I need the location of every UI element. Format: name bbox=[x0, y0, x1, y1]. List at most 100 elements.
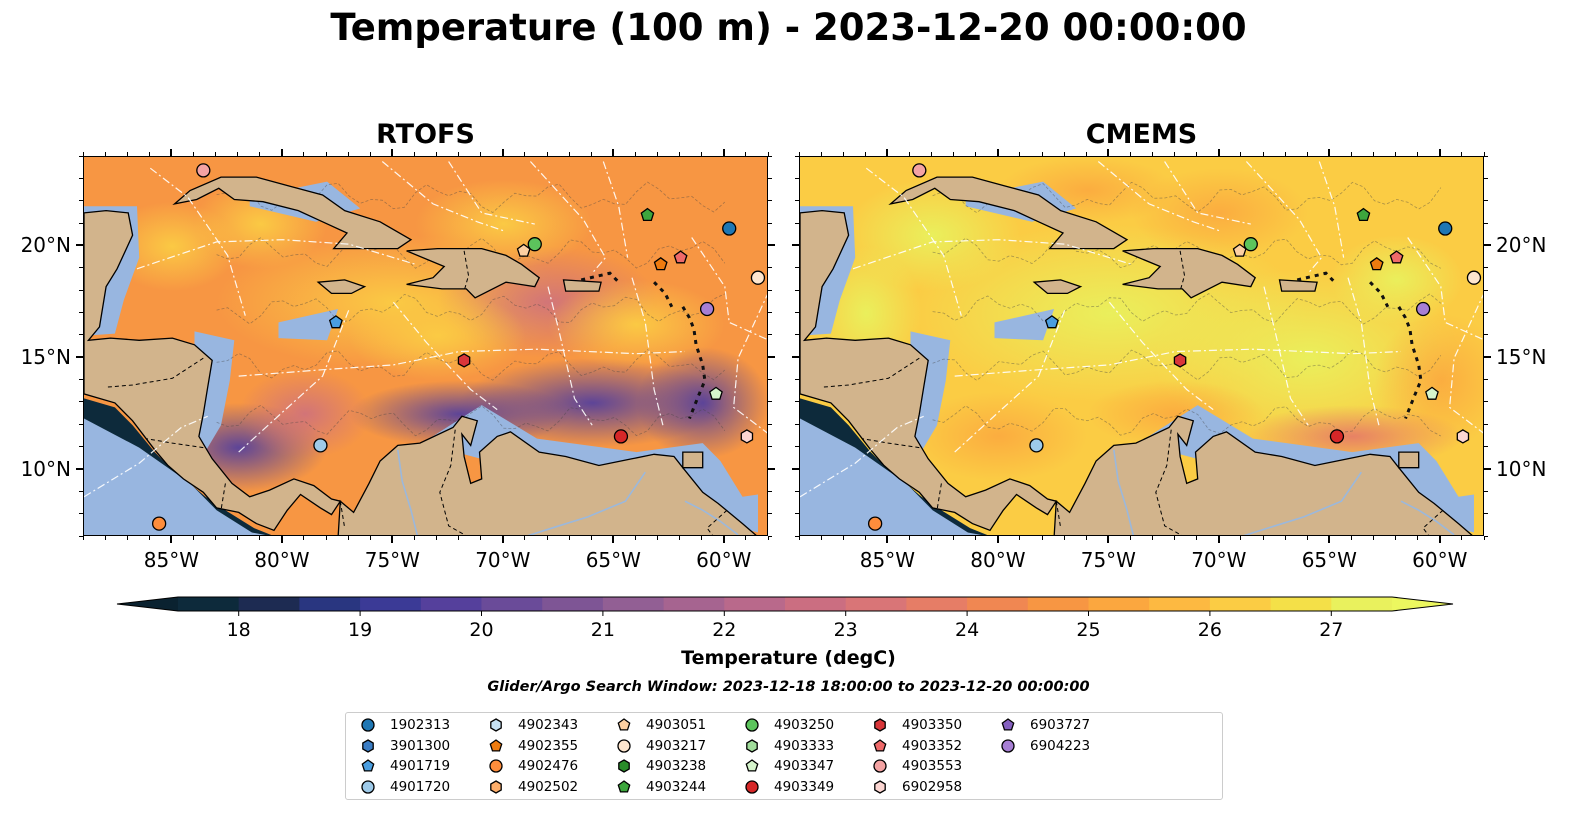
circle-marker-icon bbox=[489, 759, 503, 773]
float-marker-1902313[interactable] bbox=[722, 221, 737, 236]
float-marker-4901719[interactable] bbox=[328, 315, 343, 329]
float-marker-6904223[interactable] bbox=[1415, 301, 1431, 317]
float-marker-6902958[interactable] bbox=[1456, 429, 1470, 444]
legend-label: 4902476 bbox=[518, 758, 579, 774]
major-tick bbox=[768, 356, 775, 359]
float-marker-4903352[interactable] bbox=[1389, 250, 1404, 264]
major-tick bbox=[722, 149, 725, 156]
float-marker-4901720[interactable] bbox=[1029, 438, 1044, 453]
lon-tick-label: 70°W bbox=[1191, 548, 1247, 572]
colorbar-bin bbox=[299, 597, 361, 611]
cmems-map-canvas bbox=[800, 157, 1483, 535]
minor-tick bbox=[657, 536, 659, 540]
major-tick bbox=[76, 467, 83, 470]
float-marker-4903553[interactable] bbox=[912, 163, 927, 178]
colorbar-extend-low bbox=[117, 597, 178, 611]
minor-tick bbox=[215, 152, 217, 156]
cmems-map[interactable] bbox=[799, 156, 1484, 536]
float-marker-4903350[interactable] bbox=[1173, 353, 1187, 368]
colorbar-tick-label: 25 bbox=[1076, 619, 1101, 641]
major-tick bbox=[1438, 536, 1441, 543]
major-tick bbox=[1484, 467, 1491, 470]
legend-item-4903347: 4903347 bbox=[742, 756, 834, 776]
float-marker-4903244[interactable] bbox=[640, 207, 655, 222]
minor-tick bbox=[1129, 152, 1131, 156]
minor-tick bbox=[79, 289, 83, 291]
legend-item-4903238: 4903238 bbox=[614, 756, 706, 776]
legend-label: 4903250 bbox=[774, 717, 835, 733]
pentagon-marker-icon bbox=[617, 718, 631, 731]
minor-tick bbox=[768, 334, 772, 336]
float-marker-4903244[interactable] bbox=[1356, 207, 1371, 222]
minor-tick bbox=[1484, 423, 1488, 425]
float-marker-4903217[interactable] bbox=[1466, 270, 1482, 285]
float-marker-4902355[interactable] bbox=[653, 256, 668, 271]
minor-tick bbox=[1484, 289, 1488, 291]
minor-tick bbox=[795, 401, 799, 403]
minor-tick bbox=[701, 152, 703, 156]
minor-tick bbox=[1152, 152, 1154, 156]
minor-tick bbox=[908, 152, 910, 156]
minor-tick bbox=[1284, 152, 1286, 156]
legend-label: 4903051 bbox=[646, 717, 707, 733]
minor-tick bbox=[1041, 152, 1043, 156]
rtofs-map[interactable] bbox=[83, 156, 768, 536]
float-marker-4903347[interactable] bbox=[709, 386, 723, 400]
minor-tick bbox=[1484, 200, 1488, 202]
float-marker-4902355[interactable] bbox=[1369, 256, 1384, 271]
minor-tick bbox=[79, 334, 83, 336]
major-tick bbox=[768, 467, 775, 470]
minor-tick bbox=[1196, 152, 1198, 156]
float-marker-6904223[interactable] bbox=[699, 301, 715, 317]
minor-tick bbox=[1484, 177, 1488, 179]
minor-tick bbox=[768, 311, 772, 313]
minor-tick bbox=[524, 536, 526, 540]
minor-tick bbox=[192, 536, 194, 540]
lon-tick-label: 65°W bbox=[1301, 548, 1357, 572]
float-marker-4902476[interactable] bbox=[151, 516, 167, 531]
float-marker-4903553[interactable] bbox=[196, 163, 211, 178]
major-tick bbox=[501, 149, 504, 156]
float-marker-4903217[interactable] bbox=[750, 270, 766, 285]
float-marker-1902313[interactable] bbox=[1438, 221, 1453, 236]
colorbar-bin bbox=[542, 597, 604, 611]
major-tick bbox=[768, 244, 775, 247]
minor-tick bbox=[679, 536, 681, 540]
float-marker-4903349[interactable] bbox=[613, 429, 629, 444]
legend-label: 4901719 bbox=[390, 758, 451, 774]
float-marker-4903347[interactable] bbox=[1425, 386, 1439, 400]
float-marker-4901719[interactable] bbox=[1044, 315, 1059, 329]
minor-tick bbox=[768, 289, 772, 291]
major-tick bbox=[280, 536, 283, 543]
minor-tick bbox=[634, 536, 636, 540]
minor-tick bbox=[953, 536, 955, 540]
major-tick bbox=[996, 536, 999, 543]
legend-item-4902502: 4902502 bbox=[486, 777, 578, 797]
major-tick bbox=[1484, 244, 1491, 247]
legend-item-4903051: 4903051 bbox=[614, 715, 706, 735]
colorbar-bin bbox=[1209, 597, 1272, 611]
minor-tick bbox=[546, 152, 548, 156]
float-marker-4903349[interactable] bbox=[1329, 429, 1345, 444]
minor-tick bbox=[1019, 536, 1021, 540]
colorbar-bin bbox=[724, 597, 786, 611]
pentagon-marker-icon bbox=[617, 779, 631, 793]
legend-item-4903333: 4903333 bbox=[742, 736, 834, 756]
minor-tick bbox=[798, 152, 800, 156]
minor-tick bbox=[79, 446, 83, 448]
minor-tick bbox=[79, 379, 83, 381]
float-marker-4901720[interactable] bbox=[313, 438, 328, 453]
major-tick bbox=[1328, 536, 1331, 543]
minor-tick bbox=[842, 536, 844, 540]
float-marker-4903350[interactable] bbox=[457, 353, 471, 368]
float-marker-4903250[interactable] bbox=[1243, 237, 1258, 252]
minor-tick bbox=[1240, 536, 1242, 540]
lat-tick-label-right: 10°N bbox=[1496, 456, 1547, 481]
float-marker-4903352[interactable] bbox=[673, 250, 688, 264]
float-marker-6902958[interactable] bbox=[740, 429, 754, 444]
major-tick bbox=[76, 244, 83, 247]
minor-tick bbox=[767, 152, 769, 156]
float-marker-4902476[interactable] bbox=[867, 516, 883, 531]
float-marker-4903250[interactable] bbox=[527, 237, 542, 252]
minor-tick bbox=[768, 222, 772, 224]
